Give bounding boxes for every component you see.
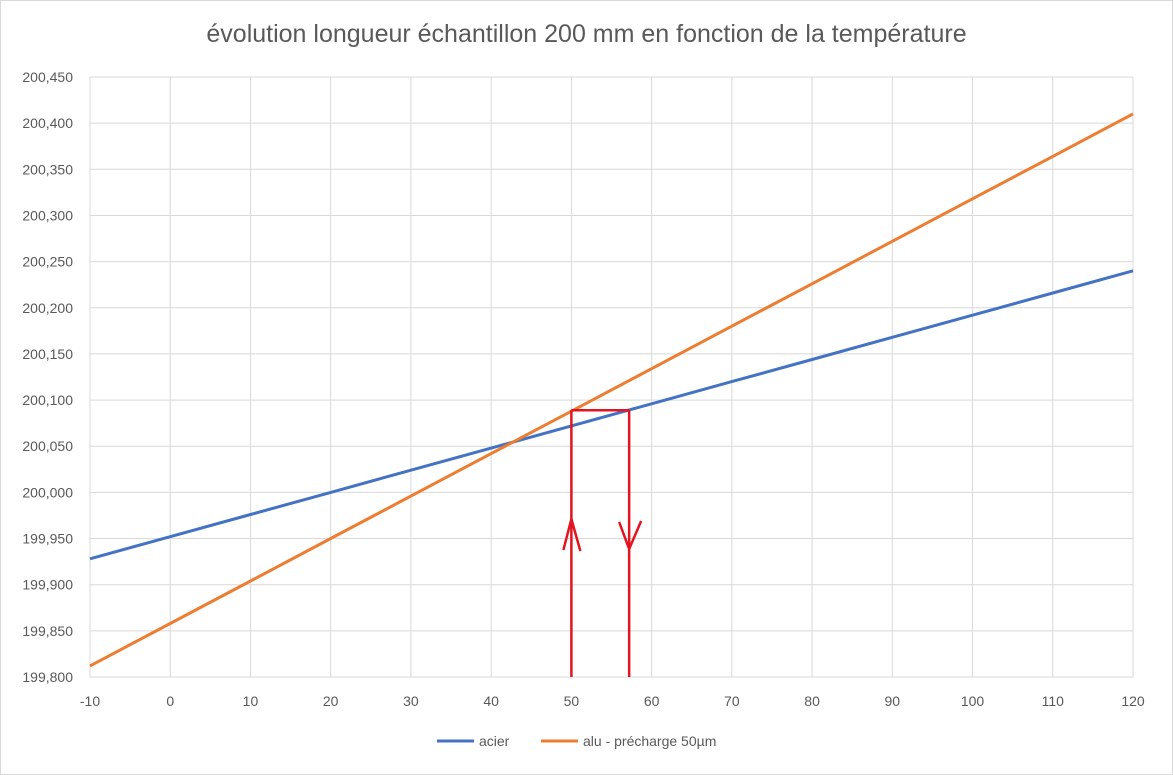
x-tick-label: 80 [804,693,820,709]
annotation-arrows [562,408,643,677]
x-tick-label: 30 [403,693,419,709]
down-arrow-head [617,520,643,553]
x-tick-label: 50 [564,693,580,709]
x-tick-label: 40 [483,693,499,709]
legend-label: acier [479,733,510,749]
series-line-0 [89,269,1134,561]
y-tick-label: 200,150 [22,346,73,362]
y-tick-label: 199,900 [22,577,73,593]
y-tick-label: 199,950 [22,531,73,547]
y-tick-label: 200,250 [22,254,73,270]
x-tick-label: 60 [644,693,660,709]
y-tick-label: 200,200 [22,300,73,316]
legend-item-0: acier [437,733,510,749]
x-tick-label: 120 [1121,693,1145,709]
series-lines [89,112,1134,668]
grid-lines [89,76,1134,678]
x-tick-label: 0 [166,693,174,709]
x-tick-label: -10 [80,693,100,709]
up-arrow-head [562,514,582,552]
y-tick-label: 200,100 [22,392,73,408]
y-tick-label: 200,000 [22,484,73,500]
y-tick-label: 200,050 [22,438,73,454]
chart-title: évolution longueur échantillon 200 mm en… [206,20,967,48]
x-tick-label: 90 [885,693,901,709]
axis-tick-labels: -10 0 10 20 30 40 50 60 70 80 90 100 110 120 199,800 19… [22,69,1145,709]
y-tick-label: 200,400 [22,115,73,131]
legend-item-1: alu - précharge 50µm [541,733,716,749]
y-tick-label: 200,300 [22,207,73,223]
series-line-1 [89,112,1134,668]
x-tick-label: 110 [1042,693,1065,709]
legend: acier alu - précharge 50µm [437,733,716,749]
y-tick-label: 200,450 [22,69,73,85]
y-tick-label: 200,350 [22,161,73,177]
legend-label: alu - précharge 50µm [583,733,716,749]
y-tick-label: 199,850 [22,623,73,639]
x-tick-label: 70 [724,693,740,709]
y-tick-label: 199,800 [22,669,73,685]
x-tick-label: 100 [961,693,985,709]
x-tick-label: 20 [323,693,339,709]
x-tick-label: 10 [243,693,259,709]
